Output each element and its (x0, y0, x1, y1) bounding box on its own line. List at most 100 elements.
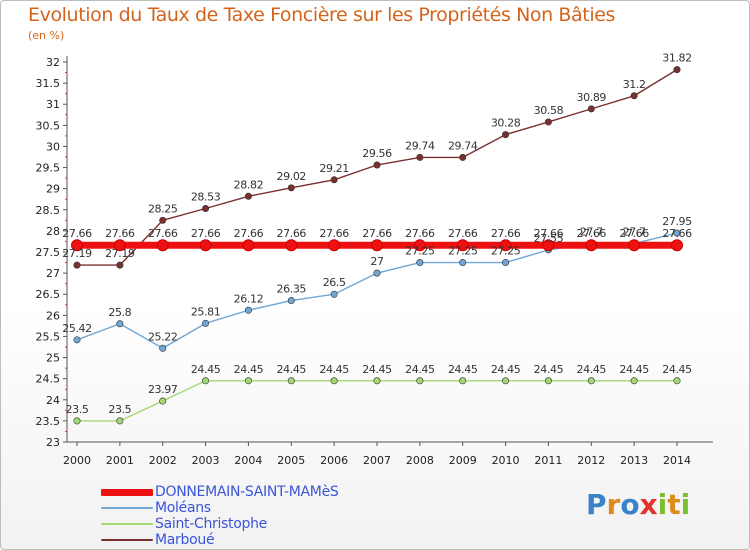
series-point (116, 417, 124, 425)
series-point (202, 377, 210, 385)
series-point (373, 161, 381, 169)
data-label: 31.82 (662, 52, 692, 65)
data-label: 26.35 (277, 283, 307, 296)
series-point (202, 319, 210, 327)
y-tick-label: 29.5 (36, 162, 61, 175)
series-point (287, 377, 295, 385)
data-label: 29.02 (277, 170, 307, 183)
data-label: 27.66 (619, 227, 649, 240)
series-point (285, 239, 298, 252)
x-tick-label: 2006 (320, 454, 348, 467)
data-label: 27.7 (623, 226, 646, 239)
chart-title: Evolution du Taux de Taxe Foncière sur l… (28, 4, 616, 26)
data-label: 27.66 (62, 227, 92, 240)
series-point (330, 377, 338, 385)
data-label: 24.45 (534, 363, 564, 376)
y-tick-label: 27.5 (36, 246, 61, 259)
chart-data-labels: 27.66 27.66 27.66 27.66 27.66 27.66 27.66 27.66… (62, 52, 692, 416)
data-label: 27.25 (491, 245, 521, 258)
x-tick-label: 2014 (663, 454, 691, 467)
data-label: 29.74 (448, 139, 478, 152)
data-label: 25.8 (108, 306, 131, 319)
legend-label: Moléans (155, 500, 211, 516)
data-label: 24.45 (619, 363, 649, 376)
logo-letter: i (680, 488, 691, 521)
data-label: 27.66 (148, 227, 178, 240)
y-tick-label: 26.5 (36, 288, 61, 301)
data-label: 23.5 (108, 403, 131, 416)
y-tick-label: 23 (46, 436, 60, 449)
data-label: 27.66 (491, 227, 521, 240)
data-label: 27.66 (362, 227, 392, 240)
logo-letter: P (586, 488, 607, 521)
series-point (116, 261, 124, 269)
series-point (542, 239, 555, 252)
y-tick-label: 27 (46, 267, 60, 280)
series-point (244, 306, 252, 314)
series-point (244, 377, 252, 385)
series-point (459, 259, 467, 267)
data-label: 29.21 (319, 162, 349, 175)
y-tick-label: 28 (46, 225, 60, 238)
data-label: 27.66 (191, 227, 221, 240)
y-tick-label: 24.5 (36, 373, 61, 386)
series-point (459, 153, 467, 161)
y-tick-label: 23.5 (36, 415, 61, 428)
data-label: 30.28 (491, 117, 521, 130)
series-point (628, 239, 641, 252)
series-point (373, 377, 381, 385)
series-point (371, 239, 383, 252)
x-tick-label: 2004 (234, 454, 262, 467)
data-label: 27.66 (405, 227, 435, 240)
y-tick-label: 25.5 (36, 330, 61, 343)
data-label: 24.45 (191, 363, 221, 376)
data-label: 27.66 (448, 227, 478, 240)
x-tick-label: 2002 (149, 454, 177, 467)
series-point (413, 239, 426, 252)
chart-series-points (71, 66, 683, 425)
y-tick-label: 24 (46, 394, 60, 407)
x-tick-label: 2013 (620, 454, 648, 467)
logo-letter: r (606, 488, 621, 521)
series-point (544, 118, 552, 126)
data-label: 24.45 (319, 363, 349, 376)
chart-unit: (en %) (28, 29, 65, 42)
data-label: 30.58 (534, 104, 564, 117)
data-label: 30.89 (577, 91, 607, 104)
data-label: 27.95 (662, 215, 692, 228)
series-point (459, 377, 467, 385)
legend-label: DONNEMAIN-SAINT-MAMèS (155, 484, 339, 500)
proxiti-logo: Proxiti (586, 488, 690, 521)
y-tick-label: 28.5 (36, 204, 61, 217)
legend-label: Marboué (155, 532, 215, 548)
series-point (587, 105, 595, 113)
series-point (456, 239, 469, 252)
x-tick-label: 2000 (63, 454, 91, 467)
series-point (587, 377, 595, 385)
y-tick-label: 31.5 (36, 77, 61, 90)
series-point (73, 336, 81, 344)
series-point (630, 377, 638, 385)
data-label: 27.66 (105, 227, 135, 240)
data-label: 27.66 (662, 227, 692, 240)
data-label: 29.74 (405, 139, 435, 152)
x-tick-label: 2007 (363, 454, 391, 467)
chart-axes: 23 23.5 24 24.5 25 25.5 26 26.5 27 27.5 28 28.5 29 29… (36, 56, 713, 467)
series-point (113, 239, 126, 252)
series-point (502, 377, 510, 385)
series-point (71, 239, 83, 252)
x-tick-label: 2008 (406, 454, 434, 467)
y-tick-label: 25 (46, 352, 60, 365)
x-tick-label: 2012 (577, 454, 605, 467)
y-tick-label: 30 (46, 140, 60, 153)
series-point (673, 377, 681, 385)
series-point (159, 344, 167, 352)
data-label: 27.66 (319, 227, 349, 240)
data-label: 31.2 (623, 78, 646, 91)
x-tick-label: 2009 (449, 454, 477, 467)
data-label: 27.66 (277, 227, 307, 240)
x-tick-label: 2011 (534, 454, 562, 467)
series-point (156, 239, 169, 252)
